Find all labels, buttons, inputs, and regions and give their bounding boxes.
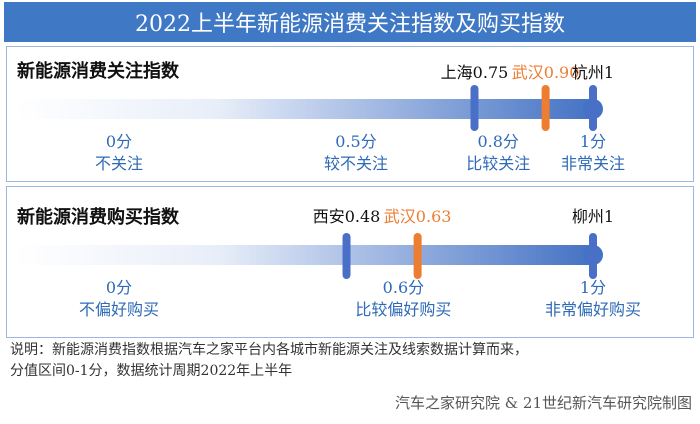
city-label-1: 武汉0.63 — [384, 207, 452, 226]
scale-desc-label-0: 不偏好购买 — [79, 300, 159, 319]
scale-score-label-2: 0.8分 — [477, 132, 518, 151]
city-label-0: 西安0.48 — [313, 207, 381, 226]
scale-desc-label-1: 比较偏好购买 — [355, 300, 451, 319]
scale-score-label-1: 0.6分 — [383, 278, 424, 297]
city-label-2: 杭州1 — [572, 63, 614, 82]
city-label-0: 上海0.75 — [441, 63, 509, 82]
scale-score-label-3: 1分 — [580, 132, 606, 151]
index-gradient-bar — [15, 99, 593, 119]
city-label-1: 武汉0.90 — [512, 63, 580, 82]
scale-score-label-1: 0.5分 — [335, 132, 376, 151]
scale-score-label-2: 1分 — [580, 278, 606, 297]
city-label-2: 柳州1 — [572, 207, 614, 226]
scale-desc-label-3: 非常关注 — [561, 154, 625, 173]
note-line-1: 说明：新能源消费指数根据汽车之家平台内各城市新能源关注及线索数据计算而来， — [10, 342, 528, 358]
explanation-note: 说明：新能源消费指数根据汽车之家平台内各城市新能源关注及线索数据计算而来， 分值… — [10, 340, 690, 382]
chart-title: 2022上半年新能源消费关注指数及购买指数 — [4, 2, 696, 42]
scale-desc-label-1: 较不关注 — [324, 154, 388, 173]
purchase-index-title: 新能源消费购买指数 — [17, 207, 179, 228]
attention-index-panel: 新能源消费关注指数 上海0.75 武汉0.90 杭州1 0分不关注 0.5分较不关注 0.… — [6, 46, 694, 182]
note-line-2: 分值区间0-1分，数据统计周期2022年上半年 — [10, 363, 293, 379]
scale-desc-label-0: 不关注 — [95, 154, 143, 173]
city-marker-2 — [589, 233, 597, 279]
city-marker-1 — [541, 85, 550, 131]
city-marker-0 — [342, 233, 351, 279]
purchase-index-panel: 新能源消费购买指数 西安0.48 武汉0.63 柳州1 0分不偏好购买 0.6分比较偏好… — [6, 186, 694, 338]
scale-score-label-0: 0分 — [106, 278, 132, 297]
scale-score-label-0: 0分 — [106, 132, 132, 151]
city-marker-2 — [589, 85, 597, 131]
attention-index-title: 新能源消费关注指数 — [17, 61, 179, 82]
scale-desc-label-2: 非常偏好购买 — [545, 300, 641, 319]
scale-desc-label-2: 比较关注 — [466, 154, 530, 173]
source-credit: 汽车之家研究院 & 21世纪新汽车研究院制图 — [395, 394, 692, 412]
index-gradient-bar — [15, 245, 593, 265]
city-marker-1 — [413, 233, 422, 279]
city-marker-0 — [470, 85, 479, 131]
